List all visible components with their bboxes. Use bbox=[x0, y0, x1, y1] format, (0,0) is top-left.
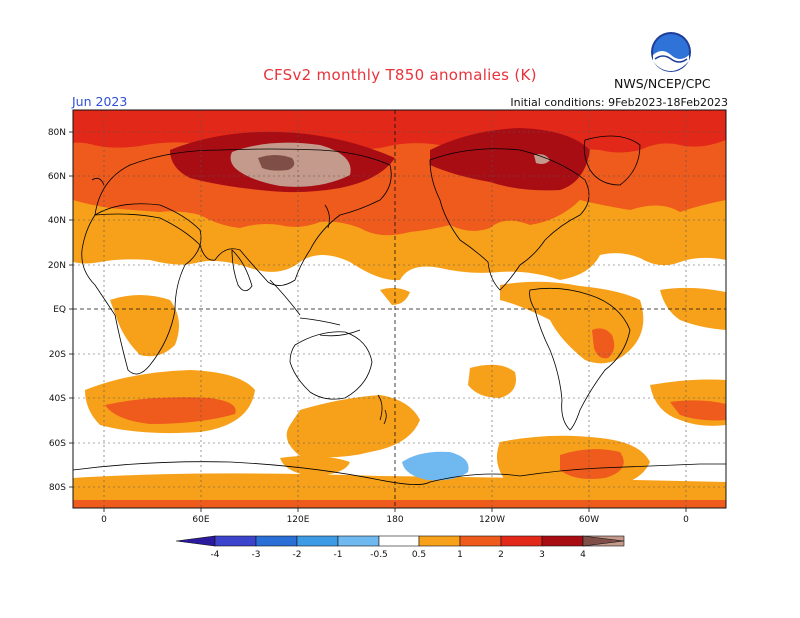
lon-label: 0 bbox=[683, 515, 689, 525]
lat-label: 40N bbox=[48, 216, 66, 226]
colorbar-label: 2 bbox=[498, 550, 504, 560]
lat-label: 80N bbox=[48, 128, 66, 138]
sh-warm-band bbox=[73, 370, 726, 508]
coastlines bbox=[73, 135, 726, 485]
lat-label: 20S bbox=[49, 350, 66, 360]
initial-conditions: Initial conditions: 9Feb2023-18Feb2023 bbox=[510, 96, 728, 109]
colorbar-label: -1 bbox=[334, 550, 343, 560]
colorbar-label: -2 bbox=[293, 550, 302, 560]
cold-anomaly-south-pacific bbox=[402, 451, 469, 481]
map-title: CFSv2 monthly T850 anomalies (K) bbox=[263, 66, 537, 84]
lat-label: 80S bbox=[49, 483, 66, 493]
agency-label: NWS/NCEP/CPC bbox=[614, 76, 711, 91]
lon-label: 120E bbox=[287, 515, 310, 525]
colorbar-label: -3 bbox=[252, 550, 261, 560]
lon-label: 180 bbox=[386, 515, 403, 525]
colorbar-label: 1 bbox=[457, 550, 463, 560]
colorbar-label: -0.5 bbox=[370, 550, 388, 560]
colorbar-label: 3 bbox=[539, 550, 545, 560]
lon-label: 0 bbox=[101, 515, 107, 525]
lat-label: 40S bbox=[49, 394, 66, 404]
nh-warm-band bbox=[73, 110, 726, 281]
lat-label: 20N bbox=[48, 261, 66, 271]
warm-patches bbox=[110, 281, 726, 398]
lat-label: 60N bbox=[48, 172, 66, 182]
colorbar-label: 0.5 bbox=[412, 550, 426, 560]
forecast-month: Jun 2023 bbox=[72, 94, 128, 109]
lat-label: 60S bbox=[49, 439, 66, 449]
colorbar-label: 4 bbox=[580, 550, 586, 560]
lon-label: 60E bbox=[192, 515, 209, 525]
colorbar bbox=[175, 535, 625, 547]
lon-label: 120W bbox=[479, 515, 505, 525]
noaa-logo-icon bbox=[651, 32, 691, 72]
reference-lines bbox=[73, 110, 726, 508]
graticule bbox=[73, 110, 726, 508]
lon-label: 60W bbox=[579, 515, 599, 525]
colorbar-label: -4 bbox=[211, 550, 220, 560]
lat-label: EQ bbox=[53, 305, 66, 315]
